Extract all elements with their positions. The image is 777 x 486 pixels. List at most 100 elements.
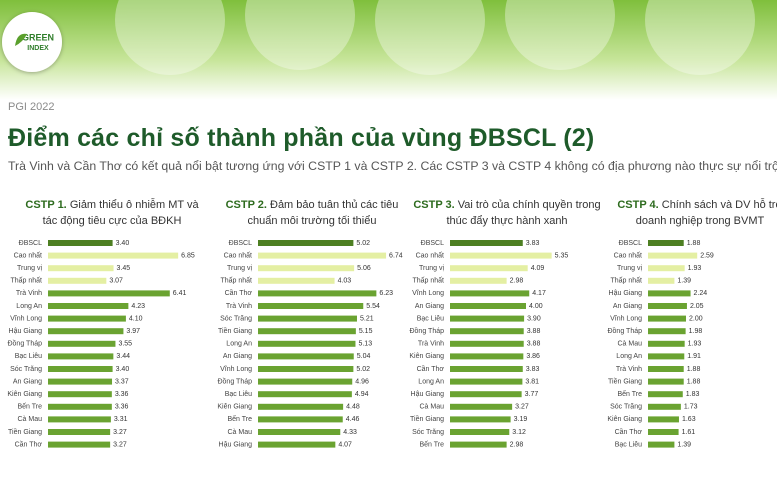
value-label: 4.03 [338,278,352,285]
bar [48,429,111,435]
value-label: 3.07 [109,278,123,285]
value-label: 3.27 [515,404,529,411]
bar [258,240,354,246]
category-label: Bạc Liêu [15,353,42,360]
bar [450,252,552,259]
bar [48,391,112,398]
category-label: Cần Thơ [615,427,643,436]
bar [450,290,530,297]
category-label: Thấp nhất [610,276,642,285]
value-label: 5.02 [356,366,370,373]
bar [648,441,675,448]
category-label: Cao nhất [224,250,252,259]
category-label: Thấp nhất [10,276,42,285]
value-label: 5.54 [366,303,380,310]
category-label: Bạc Liêu [417,315,444,322]
bar [648,315,686,322]
category-label: Hậu Giang [411,391,445,398]
value-label: 4.17 [532,290,546,297]
bar [48,315,126,322]
bar [648,277,675,284]
bar [648,353,685,360]
label: PGI 2022 [8,101,55,113]
bar [648,252,698,259]
category-label: Cà Mau [227,429,252,436]
logo-text: INDEX [27,45,49,52]
category-label: Sóc Trăng [412,429,444,436]
value-label: 3.12 [512,429,526,436]
value-label: 2.98 [510,278,524,285]
category-label: Đồng Tháp [7,339,42,348]
category-label: Kiên Giang [409,353,444,360]
category-label: Tiền Giang [608,376,642,385]
bar [450,366,523,372]
value-label: 4.94 [355,391,369,398]
bar [648,328,686,335]
value-label: 6.41 [173,290,187,297]
bar [450,353,524,360]
value-label: 3.37 [115,378,129,385]
bar [258,416,343,423]
category-label: Thấp nhất [412,276,444,285]
value-label: 4.46 [346,416,360,423]
bar [48,353,114,360]
panel-title: CSTP 1. Giảm thiểu ô nhiễm MT và tác độn… [17,197,207,229]
value-label: 1.83 [686,391,700,398]
value-label: 2.98 [510,441,524,448]
category-label: Bến Tre [419,439,444,448]
category-label: Đồng Tháp [409,326,444,335]
category-label: Hậu Giang [9,328,43,335]
category-label: Kiên Giang [7,391,42,398]
value-label: 1.91 [687,353,701,360]
bar [648,391,683,398]
panel-title: CSTP 3. Vai trò của chính quyền trong th… [412,197,602,229]
panel-title-code: CSTP 2. [225,199,267,211]
bar [450,340,524,347]
bar [258,441,336,448]
value-label: 6.23 [379,290,393,297]
panel-title-code: CSTP 1. [25,199,67,211]
bar [648,429,679,435]
value-label: 3.36 [115,391,129,398]
value-label: 1.39 [677,278,691,285]
bar [48,328,124,335]
bar [48,303,129,309]
category-label: Sóc Trăng [220,315,252,322]
category-label: Long An [16,303,42,310]
category-label: ĐBSCL [421,240,444,247]
bar [450,441,507,448]
value-label: 3.55 [118,341,132,348]
value-label: 3.45 [117,265,131,272]
category-label: ĐBSCL [619,240,642,247]
bar [48,252,179,259]
bar [648,366,684,372]
category-label: Trà Vinh [616,366,642,373]
value-label: 4.10 [129,315,143,322]
value-label: 2.24 [694,290,708,297]
value-label: 3.86 [526,353,540,360]
bar [648,290,691,297]
category-label: Trà Vinh [16,290,42,297]
value-label: 3.97 [126,328,140,335]
value-label: 3.83 [526,366,540,373]
bar [48,240,113,246]
category-label: Tiền Giang [218,326,252,335]
value-label: 4.48 [346,404,360,411]
category-label: Trung vị [17,265,42,272]
category-label: Trà Vinh [418,341,444,348]
category-label: Cần Thơ [417,364,445,373]
bar [450,277,507,284]
value-label: 4.96 [355,378,369,385]
value-label: 3.40 [116,240,130,247]
value-label: 1.73 [684,404,698,411]
bar [48,265,114,272]
bar [258,265,355,272]
value-label: 3.31 [114,416,128,423]
category-label: An Giang [13,378,42,385]
bar [48,416,111,423]
category-label: Cần Thơ [15,439,43,448]
category-label: Trung vị [617,265,642,272]
bar [48,378,113,385]
category-label: Cao nhất [614,250,642,259]
value-label: 3.88 [527,341,541,348]
